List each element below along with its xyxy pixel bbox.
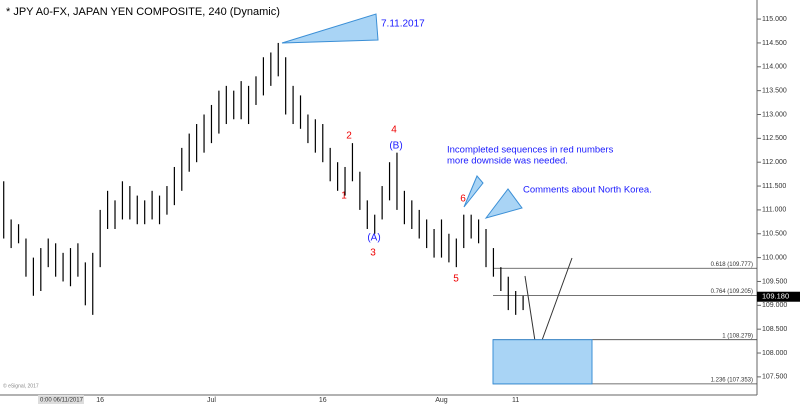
chart-title: * JPY A0-FX, JAPAN YEN COMPOSITE, 240 (D… [6, 6, 280, 18]
y-tick-label: 111.000 [762, 207, 786, 214]
cursor-box [38, 395, 84, 404]
callout-shape [463, 175, 484, 208]
fib-label: 0.764 (109.205) [711, 289, 753, 295]
target-zone [492, 339, 593, 385]
y-tick-label: 114.000 [762, 64, 787, 71]
y-tick-label: 113.000 [762, 111, 787, 118]
last-price-label: 109.180 [762, 292, 789, 301]
y-tick-label: 107.500 [762, 374, 787, 381]
y-tick-label: 110.500 [762, 231, 787, 238]
cursor-label: 0:00 06/11/2017 [40, 398, 84, 404]
y-tick-label: 112.500 [762, 135, 787, 142]
wave-label: 2 [346, 131, 352, 142]
y-tick-label: 108.000 [762, 350, 787, 357]
y-tick-label: 112.000 [762, 159, 787, 166]
wave-label: 6 [460, 194, 466, 205]
wave-label: 4 [391, 125, 397, 136]
x-tick-label: 16 [96, 397, 104, 404]
x-tick-label: 16 [319, 397, 327, 404]
callout-shape [484, 188, 523, 219]
credit: © eSignal, 2017 [3, 382, 39, 389]
annotation: Comments about North Korea. [523, 185, 652, 196]
fib-label: 0.618 (109.777) [711, 262, 753, 268]
x-tick-label: Jul [207, 397, 216, 404]
y-tick-label: 110.000 [762, 254, 787, 261]
wave-label: 1 [341, 191, 347, 202]
fib-label: 1 (108.279) [722, 333, 753, 339]
wave-label: (B) [389, 141, 402, 152]
y-tick-label: 111.500 [762, 183, 786, 190]
y-tick-label: 114.500 [762, 40, 787, 47]
y-tick-label: 108.500 [762, 326, 787, 333]
annotation: Incompleted sequences in red numbers [447, 145, 614, 156]
callout-shape [281, 13, 379, 44]
y-tick-label: 113.500 [762, 87, 787, 94]
annotation: 7.11.2017 [381, 19, 425, 30]
fib-label: 1.236 (107.353) [711, 377, 753, 383]
y-tick-label: 109.500 [762, 278, 787, 285]
wave-label: 5 [453, 274, 459, 285]
annotation: more downside was needed. [447, 156, 568, 167]
wave-label: 3 [370, 248, 376, 259]
last-price-box [757, 291, 800, 302]
y-tick-label: 109.000 [762, 302, 787, 309]
wave-label: (A) [367, 233, 380, 244]
y-tick-label: 115.000 [762, 16, 787, 23]
x-tick-label: Aug [435, 397, 448, 404]
x-tick-label: 11 [512, 397, 519, 404]
